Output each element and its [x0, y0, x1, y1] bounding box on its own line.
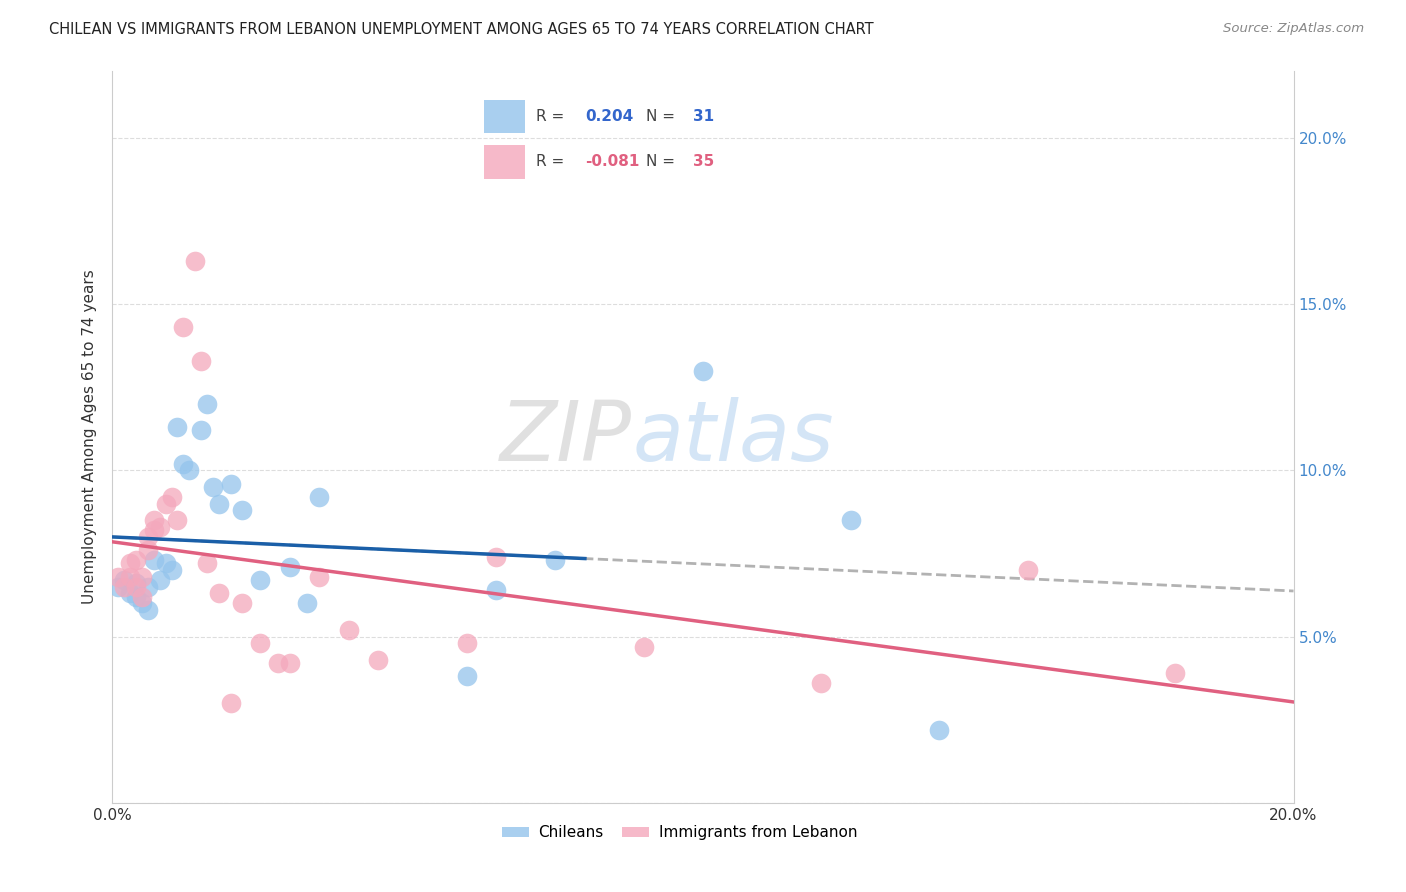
Point [201, 480, 224, 494]
Point [125, 590, 148, 604]
Point [136, 603, 159, 617]
Point [136, 580, 159, 594]
Point [456, 636, 478, 650]
Point [190, 424, 212, 438]
Text: ZIP: ZIP [501, 397, 633, 477]
Point [278, 656, 301, 670]
Text: atlas: atlas [633, 397, 834, 477]
Point [692, 363, 714, 377]
Point [308, 490, 330, 504]
Point [1017, 563, 1039, 577]
Point [249, 636, 271, 650]
Legend: Chileans, Immigrants from Lebanon: Chileans, Immigrants from Lebanon [495, 819, 863, 847]
Point [1164, 666, 1187, 681]
Point [485, 549, 508, 564]
Point [190, 353, 212, 368]
Point [456, 669, 478, 683]
Point [136, 543, 159, 558]
Point [112, 580, 135, 594]
Point [112, 573, 135, 587]
Point [107, 570, 129, 584]
Point [125, 576, 148, 591]
Point [633, 640, 655, 654]
Point [142, 523, 165, 537]
Point [219, 476, 242, 491]
Point [184, 253, 207, 268]
Point [195, 397, 218, 411]
Point [249, 573, 271, 587]
Point [485, 582, 508, 597]
Point [308, 570, 330, 584]
Point [107, 580, 129, 594]
Point [142, 553, 165, 567]
Point [166, 420, 188, 434]
Point [125, 553, 148, 567]
Point [125, 580, 148, 594]
Point [166, 513, 188, 527]
Point [544, 553, 567, 567]
Point [810, 676, 832, 690]
Point [160, 490, 183, 504]
Point [337, 623, 360, 637]
Point [208, 497, 231, 511]
Point [928, 723, 950, 737]
Point [172, 320, 194, 334]
Point [219, 696, 242, 710]
Point [149, 573, 172, 587]
Point [278, 559, 301, 574]
Point [131, 596, 153, 610]
Point [142, 513, 165, 527]
Point [267, 656, 290, 670]
Point [367, 653, 389, 667]
Point [131, 570, 153, 584]
Point [160, 563, 183, 577]
Point [155, 497, 177, 511]
Point [839, 513, 862, 527]
Point [231, 503, 253, 517]
Point [120, 557, 142, 571]
Text: CHILEAN VS IMMIGRANTS FROM LEBANON UNEMPLOYMENT AMONG AGES 65 TO 74 YEARS CORREL: CHILEAN VS IMMIGRANTS FROM LEBANON UNEMP… [49, 22, 875, 37]
Point [149, 520, 172, 534]
Point [131, 590, 153, 604]
Point [208, 586, 231, 600]
Text: Source: ZipAtlas.com: Source: ZipAtlas.com [1223, 22, 1364, 36]
Point [120, 586, 142, 600]
Point [195, 557, 218, 571]
Point [297, 596, 319, 610]
Point [231, 596, 253, 610]
Point [172, 457, 194, 471]
Y-axis label: Unemployment Among Ages 65 to 74 years: Unemployment Among Ages 65 to 74 years [82, 269, 97, 605]
Point [155, 557, 177, 571]
Point [179, 463, 201, 477]
Point [120, 570, 142, 584]
Point [136, 530, 159, 544]
